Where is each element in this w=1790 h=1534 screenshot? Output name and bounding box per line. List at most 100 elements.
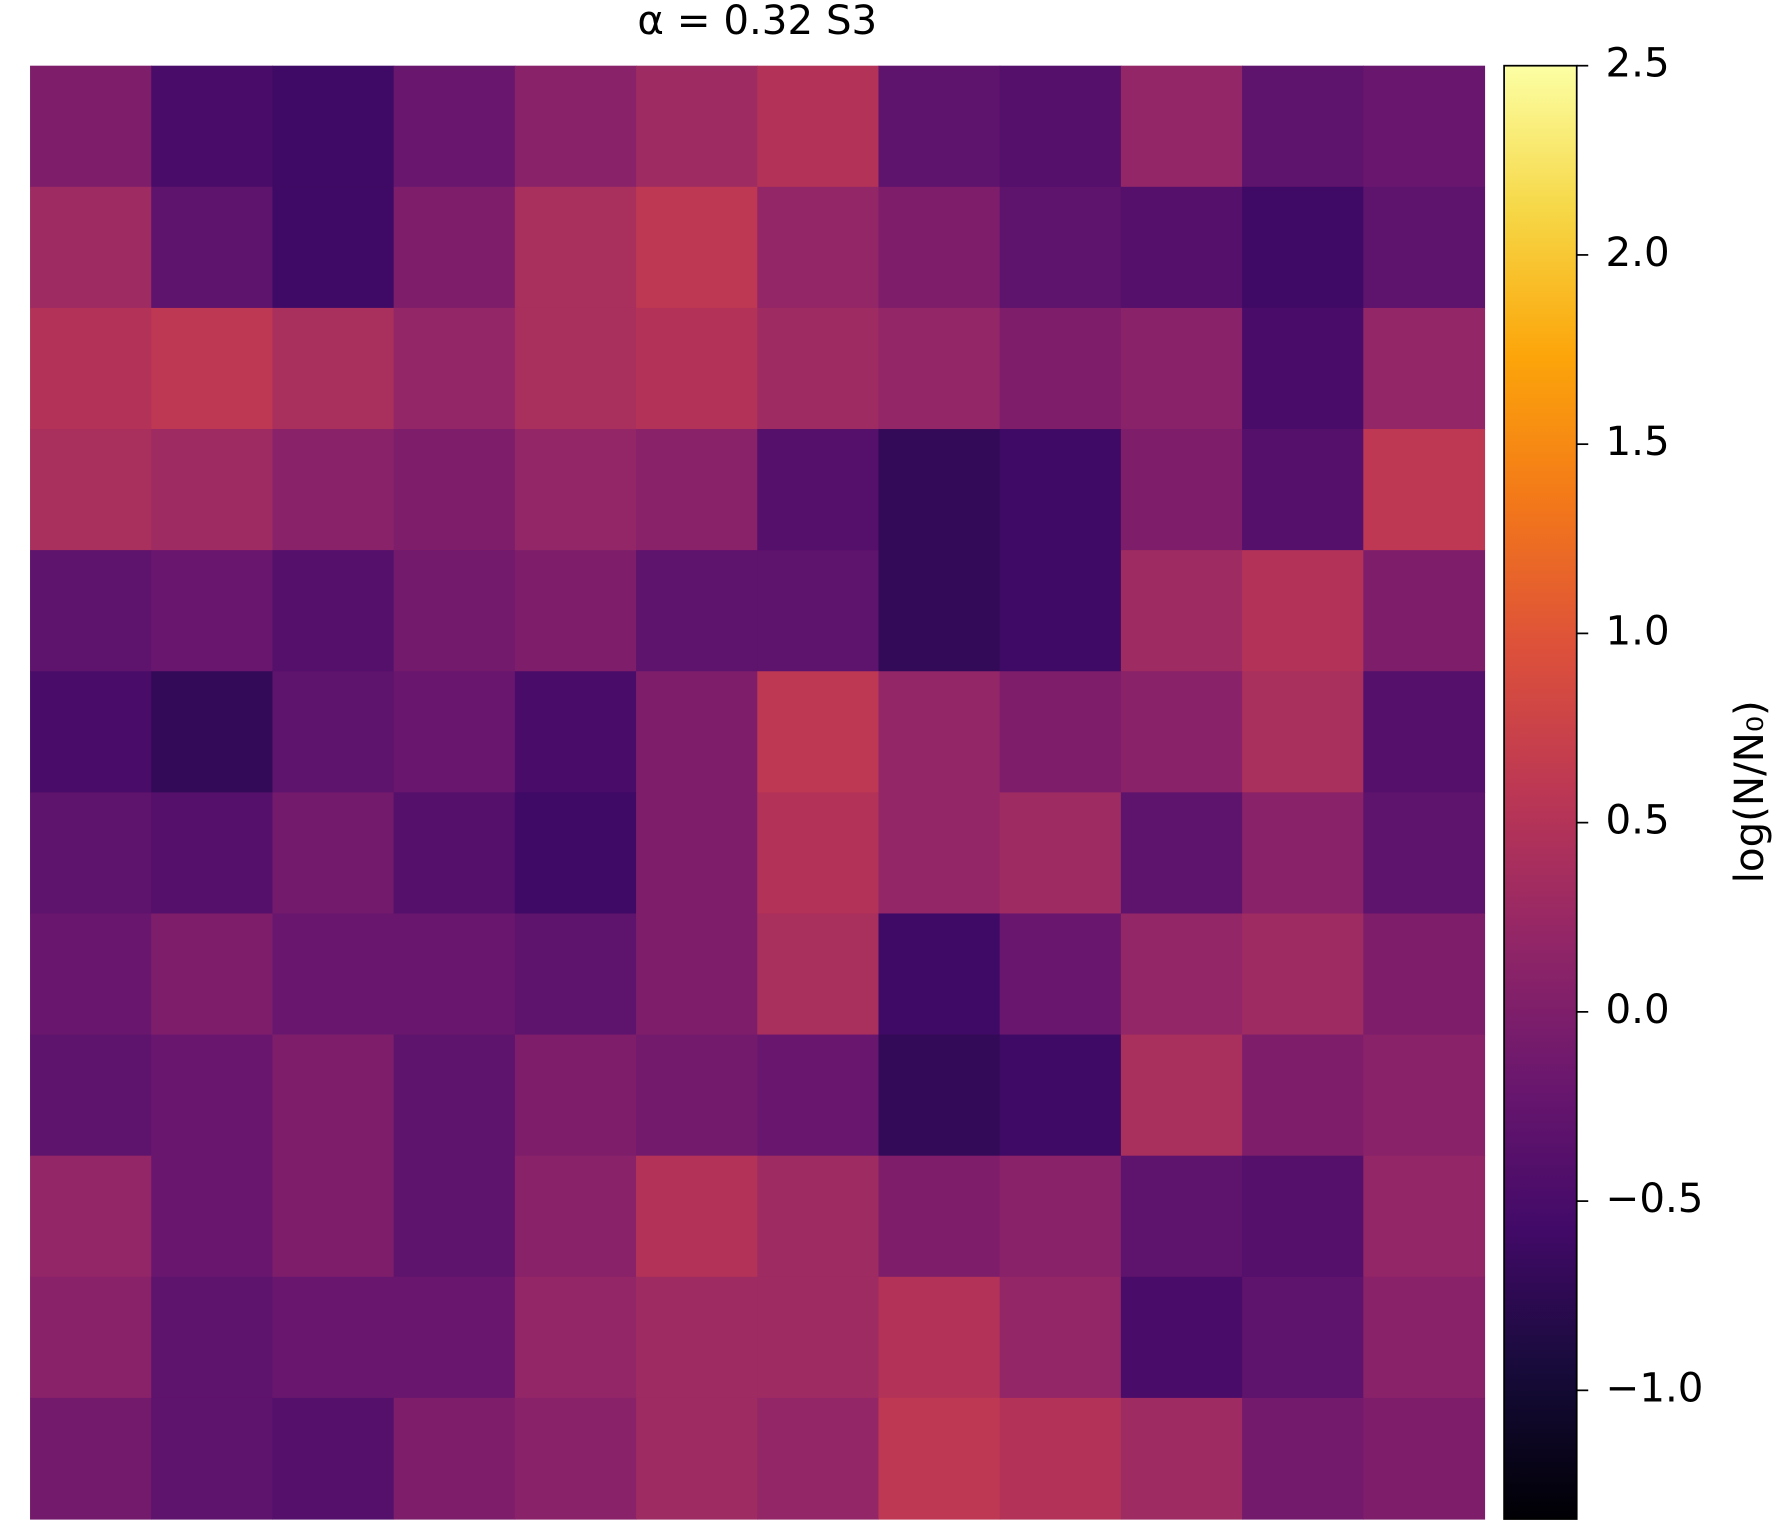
heatmap-cell <box>878 307 1001 430</box>
heatmap-cell <box>1120 307 1243 430</box>
heatmap-cell <box>878 65 1001 188</box>
heatmap-cell <box>1120 792 1243 915</box>
heatmap-cell <box>757 307 880 430</box>
heatmap-cell <box>1242 671 1364 793</box>
heatmap-cell <box>30 1397 152 1520</box>
heatmap-cell <box>999 671 1122 793</box>
heatmap-cell <box>1363 1276 1486 1399</box>
heatmap-cell <box>636 1397 758 1520</box>
heatmap-cell <box>30 307 152 430</box>
heatmap-cell <box>1242 1155 1364 1278</box>
heatmap-cell <box>393 792 516 915</box>
heatmap-cell <box>514 550 637 672</box>
heatmap-cell <box>393 186 516 309</box>
heatmap-cell <box>393 1397 516 1520</box>
heatmap-cell <box>272 1276 395 1399</box>
heatmap-cell <box>272 792 395 915</box>
heatmap-cell <box>1120 1397 1243 1520</box>
heatmap-cell <box>1363 186 1486 309</box>
heatmap-cell <box>272 671 395 793</box>
heatmap-cell <box>999 550 1122 672</box>
heatmap-cell <box>30 429 152 551</box>
heatmap-cell <box>514 307 637 430</box>
heatmap-cell <box>757 792 880 915</box>
heatmap-cell <box>999 1034 1122 1157</box>
heatmap-cell <box>393 1276 516 1399</box>
heatmap-cell <box>514 1034 637 1157</box>
heatmap-cell <box>999 186 1122 309</box>
heatmap-cell <box>1242 1034 1364 1157</box>
heatmap-cell <box>1363 1034 1486 1157</box>
heatmap-cell <box>999 1397 1122 1520</box>
heatmap-cell <box>1242 550 1364 672</box>
heatmap-cell <box>878 1155 1001 1278</box>
heatmap-cell <box>636 671 758 793</box>
heatmap-cell <box>393 65 516 188</box>
heatmap-cell <box>1120 429 1243 551</box>
heatmap-cell <box>757 550 880 672</box>
heatmap-cell <box>151 1034 274 1157</box>
heatmap-cell <box>999 307 1122 430</box>
heatmap-cell <box>1363 913 1486 1036</box>
heatmap-cell <box>393 1034 516 1157</box>
heatmap-cell <box>151 65 274 188</box>
heatmap-cell <box>1363 1397 1486 1520</box>
heatmap <box>30 65 1486 1520</box>
heatmap-cell <box>514 186 637 309</box>
heatmap-cell <box>151 429 274 551</box>
heatmap-cell <box>514 1276 637 1399</box>
heatmap-cell <box>151 550 274 672</box>
heatmap-cell <box>514 429 637 551</box>
colorbar-tick-label: 2.0 <box>1606 229 1670 276</box>
heatmap-cell <box>878 1034 1001 1157</box>
colorbar-tick-label: −0.5 <box>1606 1175 1704 1222</box>
heatmap-cell <box>151 186 274 309</box>
colorbar-tick-label: 0.5 <box>1606 797 1670 844</box>
heatmap-cell <box>878 186 1001 309</box>
heatmap-cell <box>151 792 274 915</box>
heatmap-cell <box>514 1397 637 1520</box>
heatmap-cell <box>757 429 880 551</box>
heatmap-cell <box>636 307 758 430</box>
heatmap-cell <box>1120 1155 1243 1278</box>
heatmap-cell <box>636 429 758 551</box>
heatmap-cell <box>757 65 880 188</box>
heatmap-cell <box>1363 792 1486 915</box>
heatmap-cell <box>1120 1034 1243 1157</box>
heatmap-cell <box>878 671 1001 793</box>
heatmap-cell <box>30 186 152 309</box>
heatmap-cell <box>1120 550 1243 672</box>
heatmap-cell <box>272 1397 395 1520</box>
heatmap-cell <box>151 671 274 793</box>
heatmap-cell <box>514 1155 637 1278</box>
heatmap-cell <box>393 429 516 551</box>
colorbar-label: log(N/N₀) <box>1726 700 1773 883</box>
heatmap-cell <box>30 1034 152 1157</box>
heatmap-cell <box>1242 429 1364 551</box>
heatmap-cell <box>30 550 152 672</box>
heatmap-cell <box>272 1034 395 1157</box>
colorbar-tick-label: 0.0 <box>1606 986 1670 1033</box>
heatmap-cell <box>151 307 274 430</box>
heatmap-cell <box>636 186 758 309</box>
heatmap-cell <box>30 671 152 793</box>
heatmap-cell <box>272 1155 395 1278</box>
heatmap-cell <box>636 550 758 672</box>
heatmap-cell <box>272 429 395 551</box>
heatmap-cell <box>1242 913 1364 1036</box>
heatmap-cell <box>1242 307 1364 430</box>
heatmap-cell <box>1363 671 1486 793</box>
heatmap-cell <box>393 307 516 430</box>
heatmap-cell <box>1242 792 1364 915</box>
heatmap-cell <box>636 913 758 1036</box>
heatmap-cell <box>30 1276 152 1399</box>
heatmap-cell <box>514 913 637 1036</box>
colorbar-tick-label: 2.5 <box>1606 40 1670 87</box>
heatmap-cell <box>636 1155 758 1278</box>
heatmap-cell <box>30 1155 152 1278</box>
heatmap-cell <box>393 1155 516 1278</box>
heatmap-cell <box>999 429 1122 551</box>
heatmap-cell <box>999 792 1122 915</box>
heatmap-cell <box>636 1034 758 1157</box>
heatmap-cell <box>1120 671 1243 793</box>
